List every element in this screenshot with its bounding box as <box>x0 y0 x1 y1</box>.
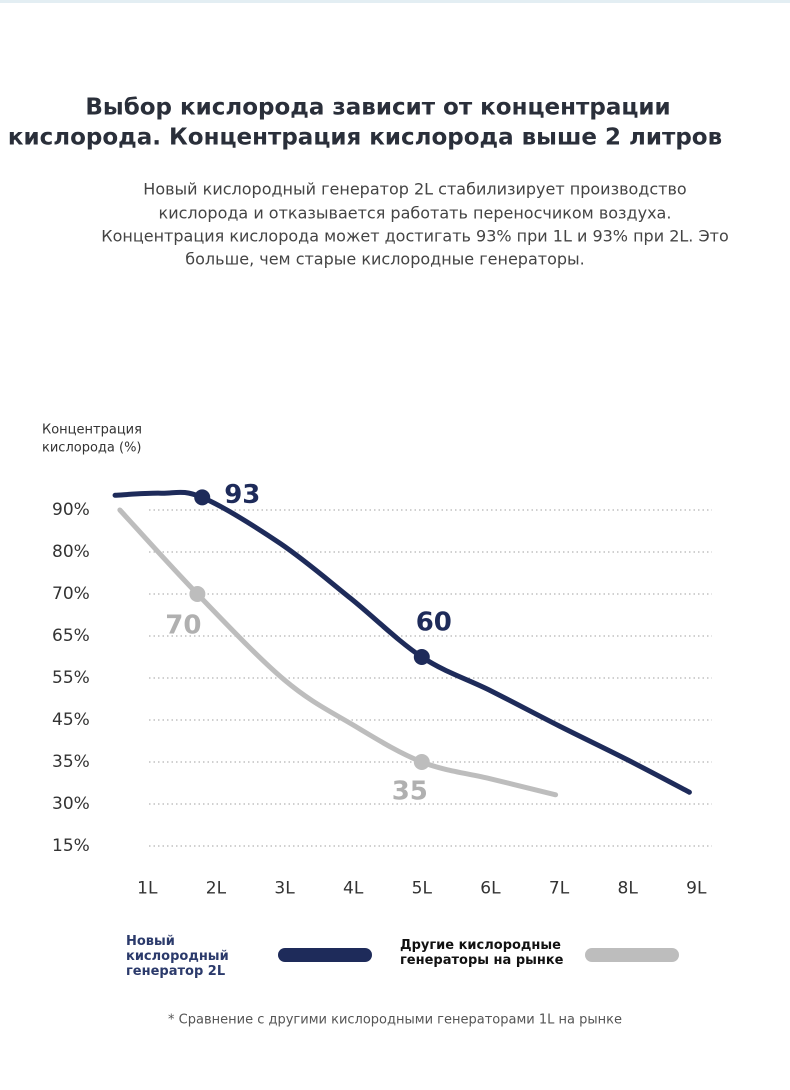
title: Выбор кислорода зависит от концентрации <box>85 95 670 121</box>
point-marker <box>413 754 430 770</box>
y-tick-label: 55% <box>52 668 90 688</box>
x-tick-label: 9L <box>686 878 707 898</box>
legend-label: Новый кислородный генератор 2L <box>126 934 229 979</box>
subtitle: Концентрация кислорода может достигать 9… <box>101 227 729 246</box>
x-tick-label: 7L <box>549 878 570 898</box>
point-marker <box>189 586 206 602</box>
subtitle: Новый кислородный генератор 2L стабилизи… <box>143 180 686 199</box>
x-tick-label: 6L <box>480 878 501 898</box>
x-tick-label: 1L <box>137 878 158 898</box>
y-tick-label: 70% <box>52 584 90 604</box>
title: кислорода. Концентрация кислорода выше 2… <box>8 125 722 151</box>
y-axis-label: кислорода (%) <box>42 441 142 456</box>
x-tick-label: 4L <box>343 878 364 898</box>
point-marker <box>194 489 211 506</box>
subtitle: кислорода и отказывается работать перено… <box>159 204 672 223</box>
data-label: 35 <box>392 777 428 807</box>
y-tick-label: 90% <box>52 500 90 520</box>
data-label: 70 <box>165 611 201 641</box>
x-tick-label: 5L <box>412 878 433 898</box>
series-line <box>117 507 559 798</box>
y-tick-label: 65% <box>52 626 90 646</box>
y-axis-label: Концентрация <box>42 423 142 438</box>
point-marker <box>413 649 430 665</box>
top-bar <box>0 0 790 3</box>
series-line <box>112 489 692 795</box>
y-tick-label: 15% <box>52 836 90 856</box>
x-tick-label: 3L <box>274 878 295 898</box>
footnote: * Сравнение с другими кислородными генер… <box>168 1013 622 1028</box>
y-tick-label: 30% <box>52 794 90 814</box>
x-tick-label: 8L <box>618 878 639 898</box>
data-label: 93 <box>224 480 260 510</box>
y-tick-label: 35% <box>52 752 90 772</box>
data-label: 60 <box>416 608 452 638</box>
subtitle: больше, чем старые кислородные генератор… <box>185 250 584 269</box>
legend-label: Другие кислородные генераторы на рынке <box>400 938 564 968</box>
y-tick-label: 45% <box>52 710 90 730</box>
x-tick-label: 2L <box>206 878 227 898</box>
y-tick-label: 80% <box>52 542 90 562</box>
